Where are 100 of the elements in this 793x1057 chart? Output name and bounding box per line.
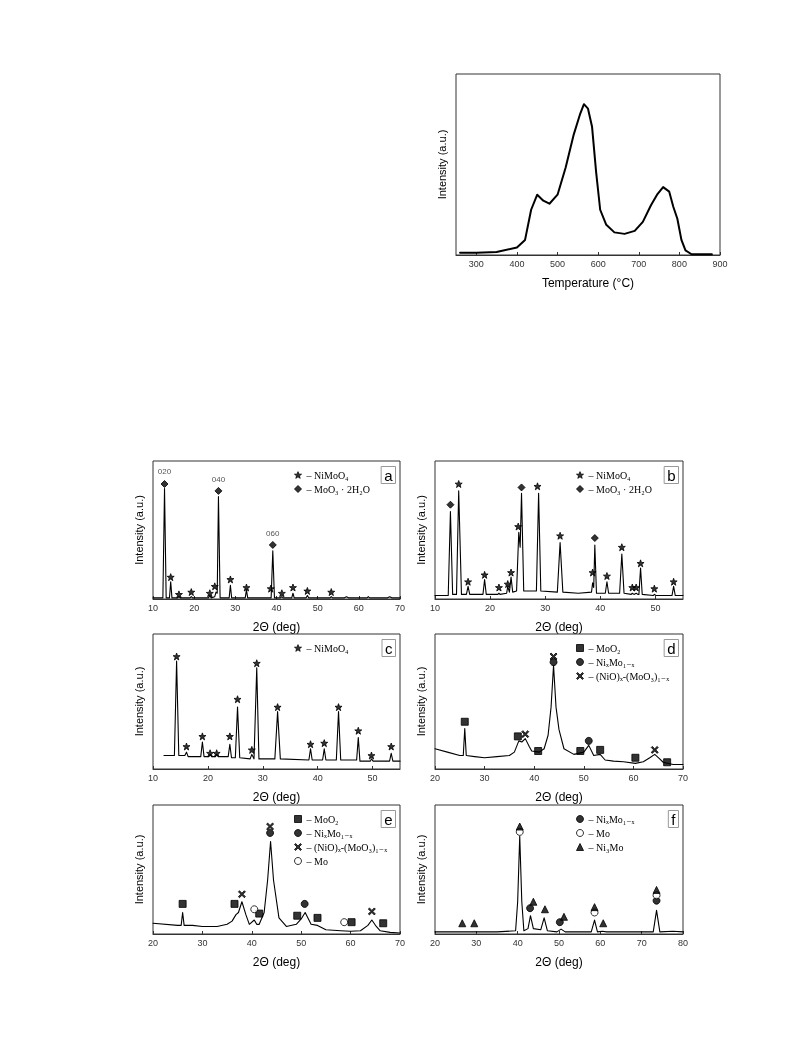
x-tick-label: 30 (540, 602, 551, 613)
legend-label: – MoO₂ (305, 813, 339, 825)
x-tick-label: 50 (578, 772, 589, 783)
x-tick-label: 50 (296, 937, 307, 948)
point (160, 480, 169, 488)
x-tick-label: 40 (246, 937, 257, 948)
x-tick-label: 20 (485, 602, 496, 613)
point (320, 739, 329, 748)
x-tick-label: 40 (595, 602, 606, 613)
point (205, 589, 214, 598)
x-axis-title: 2Θ (deg) (535, 955, 583, 969)
point (507, 568, 516, 577)
point (556, 531, 565, 540)
legend-label: – MoO₃ · 2H₂O (305, 483, 370, 495)
point (387, 742, 396, 751)
point (277, 589, 286, 598)
point (529, 897, 538, 906)
point (268, 540, 277, 549)
x-tick-label: 70 (677, 772, 689, 783)
point (250, 905, 259, 914)
x-tick-label: 20 (189, 602, 200, 613)
point (599, 919, 608, 928)
x-axis-title: Temperature (°C) (541, 276, 635, 290)
x-axis-title: 2Θ (deg) (535, 620, 583, 634)
x-tick-label: 40 (271, 602, 282, 613)
x-axis-title: 2Θ (deg) (252, 955, 301, 969)
x-tick-label: 70 (394, 937, 406, 948)
point (559, 912, 568, 921)
x-tick-label: 10 (147, 772, 159, 783)
point (182, 742, 191, 751)
y-axis-title: Intensity (a.u.) (133, 495, 145, 565)
x-tick-label: 70 (394, 602, 406, 613)
x-tick-label: 800 (671, 258, 687, 269)
x-tick-label: 600 (590, 258, 606, 269)
point (354, 726, 363, 735)
y-axis-title: Intensity (a.u.) (133, 666, 145, 737)
x-tick-label: 20 (429, 937, 441, 948)
annotation: f (671, 810, 677, 828)
point (534, 747, 543, 755)
x-tick-label: 30 (479, 772, 490, 783)
annotation: 060 (266, 529, 281, 539)
point (590, 534, 599, 543)
point (458, 919, 467, 928)
annotation: 020 (157, 467, 172, 477)
legend-label: – NiMoO₄ (305, 642, 350, 654)
legend-label: – Mo (587, 827, 610, 839)
legend-label: – NiₓMo₁₋ₓ (587, 813, 635, 825)
point (288, 583, 297, 592)
x-axis-title: 2Θ (deg) (252, 620, 301, 634)
point (515, 822, 524, 831)
x-tick-label: 700 (631, 258, 647, 269)
point (237, 890, 246, 899)
point (526, 904, 535, 913)
point (514, 522, 523, 531)
x-tick-label: 60 (345, 937, 356, 948)
point (588, 568, 597, 577)
legend-label: – NiₓMo₁₋ₓ (587, 656, 635, 668)
point (273, 703, 282, 712)
y-axis-title: Intensity (a.u.) (415, 834, 427, 905)
x-tick-label: 60 (353, 602, 364, 613)
point (252, 659, 261, 668)
point (590, 903, 599, 912)
point (313, 913, 322, 922)
point (617, 543, 626, 552)
point (464, 577, 473, 586)
x-tick-label: 10 (147, 602, 159, 613)
point (187, 588, 196, 597)
x-tick-label: 70 (636, 937, 647, 948)
x-tick-label: 60 (595, 937, 606, 948)
x-tick-label: 50 (367, 772, 378, 783)
point (210, 582, 219, 591)
point (214, 486, 223, 495)
x-tick-label: 40 (512, 937, 523, 948)
point (303, 586, 312, 595)
x-tick-label: 50 (312, 602, 323, 613)
x-tick-label: 40 (312, 772, 323, 783)
point (521, 730, 530, 739)
x-tick-label: 500 (550, 258, 566, 269)
point (367, 751, 376, 760)
legend-label: – NiₓMo₁₋ₓ (305, 827, 353, 839)
point (327, 588, 336, 597)
point (632, 583, 641, 592)
point (247, 745, 256, 754)
point (206, 749, 215, 758)
legend-label: – NiMoO₄ (305, 469, 350, 481)
annotation: d (667, 639, 676, 657)
point (454, 480, 463, 488)
point (446, 500, 455, 509)
x-tick-label: 20 (202, 772, 213, 783)
x-tick-label: 50 (553, 937, 565, 948)
point (300, 899, 309, 908)
point (631, 753, 640, 762)
point (470, 919, 479, 928)
legend-label: – (NiO)ₓ-(MoO₃)₁₋ₓ (587, 670, 670, 683)
point (503, 580, 512, 589)
point (172, 652, 181, 661)
point (517, 483, 526, 492)
point (650, 745, 659, 754)
x-tick-label: 50 (650, 602, 661, 613)
legend-label: – Mo (305, 855, 328, 867)
